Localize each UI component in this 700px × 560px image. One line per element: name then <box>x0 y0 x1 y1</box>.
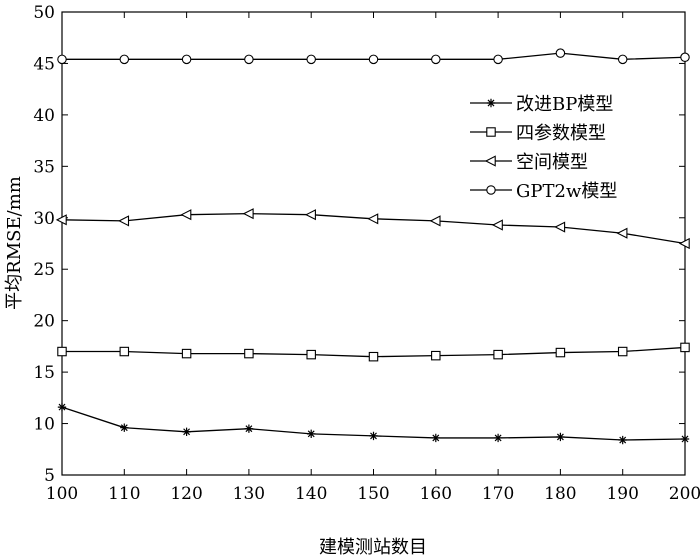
data-point <box>493 54 503 65</box>
y-tick-label: 45 <box>33 54 55 74</box>
data-point <box>306 349 316 360</box>
data-point <box>429 215 441 227</box>
data-point <box>57 346 67 357</box>
y-tick-label: 40 <box>33 106 55 126</box>
legend-label: 四参数模型 <box>516 123 606 144</box>
series-layer <box>55 48 690 445</box>
data-point <box>242 208 254 220</box>
y-tick-label: 5 <box>44 466 55 486</box>
data-point <box>244 54 254 65</box>
data-point <box>369 431 378 441</box>
data-point <box>431 350 441 361</box>
y-tick-label: 30 <box>33 209 55 229</box>
legend-label: 改进BP模型 <box>516 94 613 115</box>
data-point <box>57 402 67 412</box>
series-3 <box>57 48 690 65</box>
data-point <box>180 209 192 221</box>
data-point <box>118 215 130 227</box>
data-point <box>680 342 690 353</box>
x-tick-label: 110 <box>108 484 140 504</box>
data-point <box>680 434 690 444</box>
data-point <box>181 348 192 359</box>
data-point <box>556 432 565 442</box>
y-tick-label: 35 <box>33 157 55 177</box>
x-tick-label: 120 <box>170 484 202 504</box>
x-tick-label: 170 <box>482 484 514 504</box>
y-tick-label: 15 <box>33 363 55 383</box>
legend-marker <box>486 185 496 195</box>
data-point <box>678 237 690 250</box>
data-point <box>304 209 316 221</box>
data-point <box>368 351 379 362</box>
x-tick-label: 100 <box>46 484 78 504</box>
legend-marker <box>484 155 496 167</box>
data-point <box>120 423 129 432</box>
legend-marker <box>486 127 496 137</box>
data-point <box>181 54 192 65</box>
data-point <box>367 213 379 225</box>
data-point <box>555 347 566 358</box>
data-point <box>431 54 441 65</box>
legend-entry-0: 改进BP模型 <box>470 94 613 115</box>
axis-ticks: 100 110 120 130 140 150 160 170 180 190 200 5 10 15 20… <box>33 3 700 504</box>
x-tick-label: 140 <box>295 484 327 504</box>
data-point <box>244 424 254 433</box>
x-tick-label: 160 <box>420 484 452 504</box>
plot-frame <box>61 11 686 476</box>
series-0 <box>57 402 690 445</box>
legend-entry-2: 空间模型 <box>470 152 588 173</box>
data-point <box>555 48 566 58</box>
x-tick-label: 200 <box>669 484 700 504</box>
y-axis-title: 平均RMSE/mm <box>4 176 25 310</box>
x-tick-label: 180 <box>544 484 576 504</box>
data-point <box>491 219 503 231</box>
series-1 <box>57 342 690 362</box>
data-point <box>616 227 628 239</box>
data-point <box>244 348 254 359</box>
data-point <box>617 346 628 357</box>
data-point <box>617 54 628 65</box>
x-tick-label: 150 <box>357 484 389 504</box>
x-tick-label: 190 <box>606 484 638 504</box>
y-tick-label: 10 <box>33 415 55 435</box>
data-point <box>57 54 67 65</box>
data-point <box>119 54 130 65</box>
data-point <box>431 433 440 443</box>
data-point <box>119 346 130 357</box>
y-tick-label: 50 <box>33 3 55 23</box>
legend-marker <box>486 98 496 108</box>
data-point <box>368 54 379 65</box>
legend-label: 空间模型 <box>516 152 588 173</box>
data-point <box>680 52 690 63</box>
series-2 <box>55 208 690 250</box>
data-point <box>493 349 503 360</box>
data-point <box>493 433 503 443</box>
data-point <box>55 214 67 226</box>
x-axis-title: 建模测站数目 <box>319 537 427 558</box>
data-point <box>307 429 316 439</box>
legend-entry-3: GPT2w模型 <box>470 181 617 202</box>
y-tick-label: 25 <box>33 260 55 280</box>
data-point <box>182 427 191 436</box>
y-tick-label: 20 <box>33 312 55 332</box>
legend-entry-1: 四参数模型 <box>470 123 606 144</box>
data-point <box>306 54 316 65</box>
x-tick-label: 130 <box>233 484 265 504</box>
data-point <box>618 435 627 445</box>
legend-label: GPT2w模型 <box>516 181 617 202</box>
data-point <box>554 221 566 233</box>
